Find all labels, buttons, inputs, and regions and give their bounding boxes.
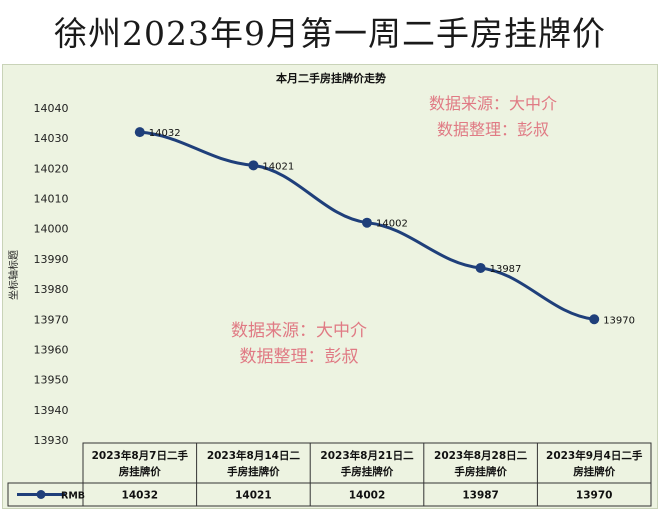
y-tick-label: 13940: [34, 404, 69, 417]
banner-title: 徐州2023年9月第一周二手房挂牌价: [54, 14, 606, 53]
data-point: [475, 262, 486, 273]
table-header-cell: 手房挂牌价: [227, 465, 280, 478]
data-point: [134, 127, 145, 138]
y-tick-label: 14000: [34, 223, 69, 236]
data-label: 14002: [376, 219, 408, 230]
y-tick-label: 14010: [34, 193, 69, 206]
y-axis-title: 坐标轴标题: [7, 250, 20, 300]
line-chart: 本月二手房挂牌价走势 坐标轴标题 13930139401395013960139…: [7, 71, 652, 507]
table-header-cell: 房挂牌价: [573, 465, 615, 478]
table-value-cell: 14032: [122, 490, 159, 502]
table-header-cell: 2023年8月28日二: [434, 449, 528, 462]
legend-series-name: RMB: [61, 491, 85, 502]
y-tick-label: 13970: [34, 313, 69, 326]
y-tick-label: 13980: [34, 283, 69, 296]
table-value-cell: 14002: [349, 490, 386, 502]
watermark-source: 数据来源：大中介: [429, 94, 557, 113]
y-tick-label: 13950: [34, 374, 69, 387]
table-frame: [82, 442, 652, 507]
data-point: [362, 217, 372, 228]
table-header-cell: 2023年8月14日二: [207, 449, 301, 462]
banner: 徐州2023年9月第一周二手房挂牌价: [0, 0, 660, 62]
y-axis-label: 坐标轴标题: [7, 250, 20, 300]
data-table: 2023年8月7日二手房挂牌价2023年8月14日二手房挂牌价2023年8月21…: [7, 442, 652, 507]
y-axis-ticks: 13930 13940 13950 13960 13970 13980 13990 14000…: [34, 102, 69, 447]
table-value-cell: 13987: [462, 490, 499, 502]
table-header-cell: 2023年9月4日二手: [546, 449, 643, 462]
table-header-cell: 2023年8月7日二手: [92, 449, 189, 462]
y-tick-label: 14030: [34, 132, 69, 145]
table-header-cell: 手房挂牌价: [341, 465, 394, 478]
data-label: 14021: [262, 161, 294, 172]
chart-title: 本月二手房挂牌价走势: [276, 71, 386, 85]
table-header-cell: 2023年8月21日二: [320, 449, 414, 462]
y-tick-label: 14040: [34, 102, 69, 115]
data-point: [589, 314, 600, 325]
chart-panel: 本月二手房挂牌价走势 坐标轴标题 13930 13940 13950 13960 139…: [2, 64, 658, 509]
legend-marker: [36, 490, 46, 499]
table-value-cell: 13970: [576, 490, 613, 502]
watermark-organizer: 数据整理：彭叔: [437, 120, 549, 139]
data-label: 13970: [603, 315, 635, 326]
watermark-organizer: 数据整理：彭叔: [240, 347, 359, 367]
data-label: 14032: [149, 128, 181, 139]
watermark-source: 数据来源：大中介: [231, 321, 367, 341]
y-tick-label: 13930: [34, 434, 69, 447]
table-header-cell: 手房挂牌价: [454, 465, 507, 478]
series-layer: 14032 14021 14002 13987 13970: [134, 127, 635, 326]
table-value-cell: 14021: [235, 490, 272, 502]
table-header-cell: 房挂牌价: [119, 465, 161, 478]
y-tick-label: 14020: [34, 162, 69, 175]
y-tick-label: 13960: [34, 343, 69, 356]
data-point: [248, 160, 259, 171]
y-tick-label: 13990: [34, 253, 69, 266]
data-label: 13987: [490, 264, 522, 275]
